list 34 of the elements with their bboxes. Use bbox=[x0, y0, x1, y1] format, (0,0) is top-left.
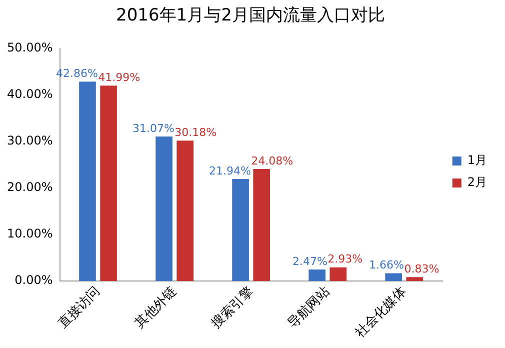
data-label: 30.18% bbox=[174, 126, 217, 139]
data-label: 2.47% bbox=[292, 254, 328, 268]
x-tick-label: 其他外链 bbox=[132, 284, 180, 332]
bar bbox=[232, 178, 249, 282]
x-tick-label: 导航网站 bbox=[285, 284, 333, 332]
bar bbox=[385, 273, 402, 282]
y-tick-label: 10.00% bbox=[6, 226, 53, 241]
x-tick-label: 社会化媒体 bbox=[352, 284, 410, 341]
data-label: 31.07% bbox=[132, 122, 174, 135]
bar bbox=[406, 277, 424, 282]
bar bbox=[156, 136, 172, 282]
data-label: 2.93% bbox=[328, 252, 363, 266]
bar bbox=[330, 267, 347, 282]
chart-title: 2016年1月与2月国内流量入口对比 bbox=[116, 6, 385, 26]
bar bbox=[176, 140, 194, 282]
data-label: 21.94% bbox=[209, 164, 251, 178]
y-tick-label: 20.00% bbox=[6, 180, 53, 194]
data-label: 24.08% bbox=[251, 154, 294, 168]
y-tick-label: 50.00% bbox=[6, 40, 53, 55]
legend-label: 2月 bbox=[467, 175, 488, 190]
bar bbox=[253, 168, 270, 282]
y-tick-label: 0.00% bbox=[14, 273, 53, 288]
y-tick-label: 40.00% bbox=[6, 87, 53, 102]
legend-label: 1月 bbox=[467, 153, 488, 168]
data-label: 0.83% bbox=[404, 262, 440, 276]
bar bbox=[79, 82, 96, 282]
x-tick-label: 搜索引擎 bbox=[208, 284, 256, 332]
bar bbox=[100, 86, 117, 282]
y-tick-label: 30.00% bbox=[6, 134, 53, 148]
data-label: 1.66% bbox=[369, 258, 404, 272]
data-label: 42.86% bbox=[56, 66, 98, 80]
x-tick-label: 直接访问 bbox=[55, 283, 104, 332]
data-label: 41.99% bbox=[98, 71, 140, 84]
bar bbox=[308, 270, 326, 282]
